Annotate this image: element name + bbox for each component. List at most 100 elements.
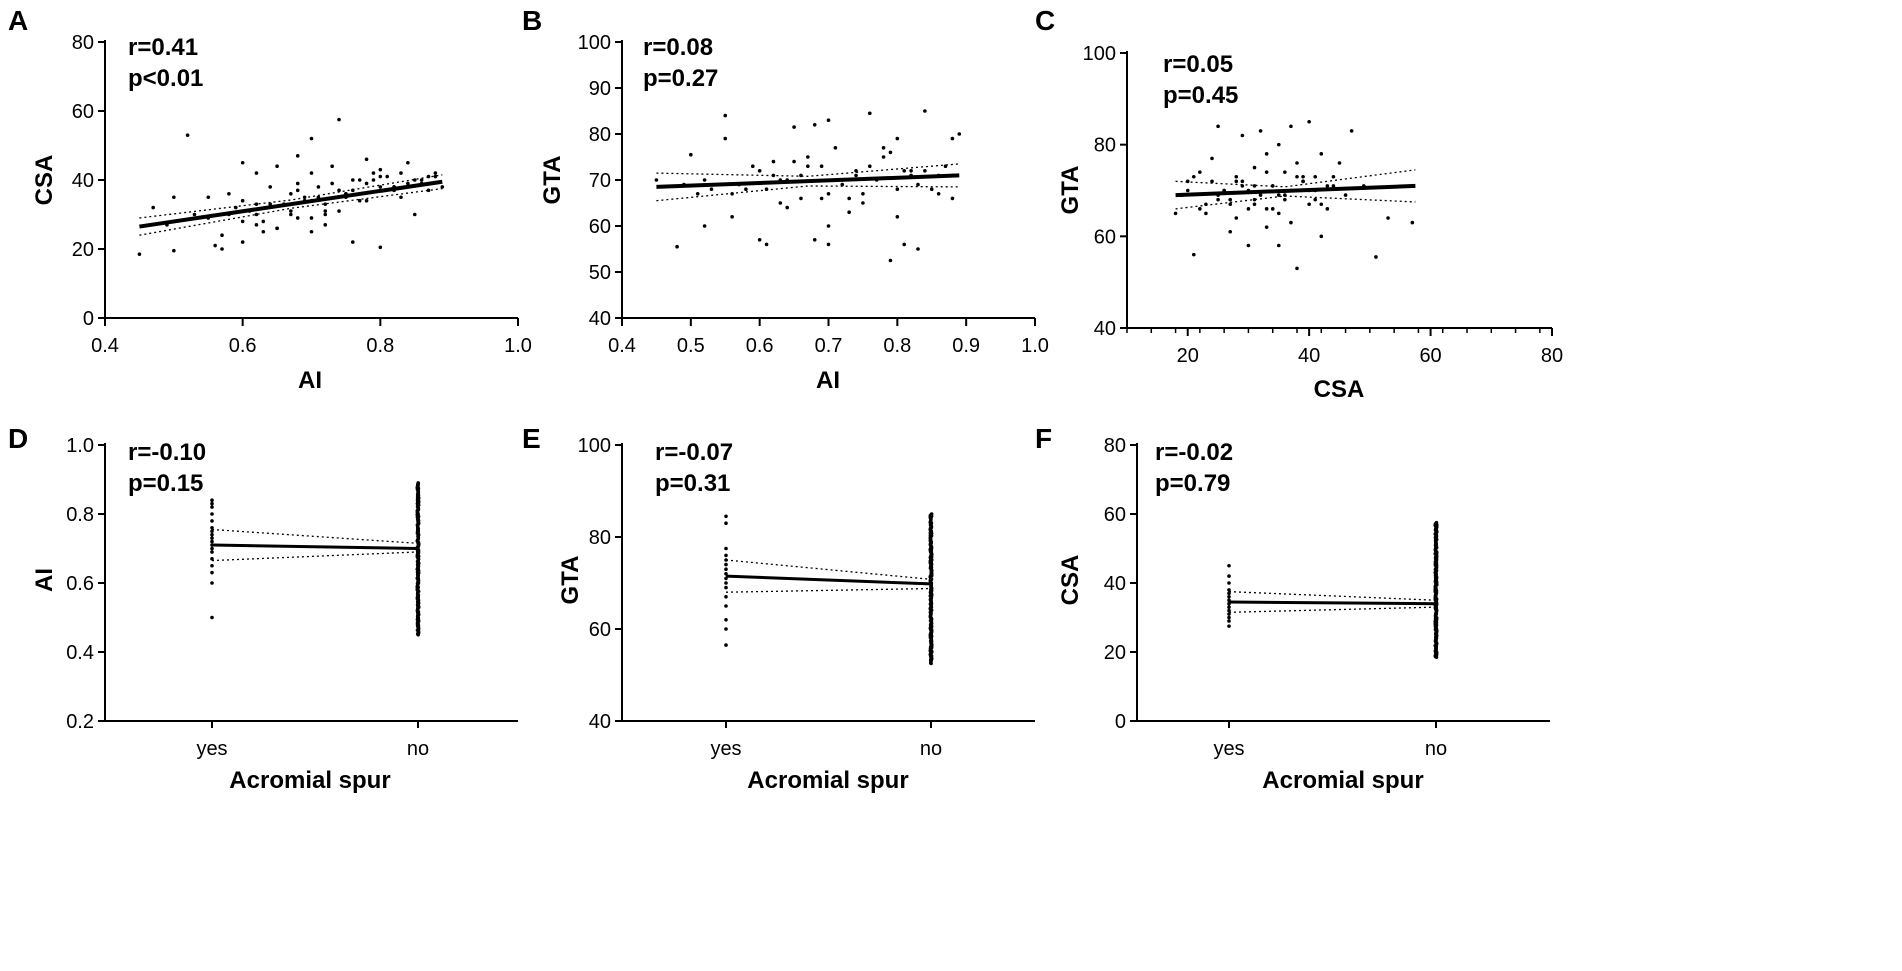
data-point	[254, 171, 259, 175]
y-tick-label: 100	[578, 32, 611, 54]
data-point	[416, 481, 420, 485]
y-tick-label: 70	[589, 170, 611, 192]
data-point	[213, 243, 217, 248]
data-point	[1227, 615, 1231, 620]
data-point	[826, 224, 831, 228]
data-point	[1283, 170, 1287, 174]
data-point	[861, 192, 865, 196]
data-point	[724, 604, 728, 608]
data-point	[1307, 202, 1311, 207]
ci-lower-line	[725, 587, 932, 593]
data-point	[1252, 202, 1257, 207]
regression-line	[656, 173, 960, 189]
data-point	[254, 202, 259, 206]
data-point	[316, 185, 321, 189]
data-point	[1227, 619, 1231, 623]
data-point	[289, 209, 293, 213]
x-tick-label: 1.0	[504, 335, 532, 357]
p-value: p<0.01	[128, 65, 203, 92]
data-point	[1198, 207, 1202, 211]
data-point	[289, 192, 293, 196]
data-point	[709, 187, 714, 191]
ci-upper-line	[1228, 590, 1437, 601]
regression-line	[725, 574, 932, 586]
data-point	[268, 185, 273, 189]
data-point	[819, 196, 824, 201]
data-point	[730, 215, 734, 219]
data-point	[1337, 161, 1342, 165]
data-point	[724, 585, 728, 590]
data-point	[1252, 197, 1257, 202]
x-tick-label: 1.0	[1021, 335, 1049, 357]
data-point	[210, 501, 214, 506]
y-tick-label: 60	[1094, 226, 1116, 248]
x-tick-label: 0.6	[746, 335, 774, 357]
ci-upper-line	[139, 174, 443, 219]
data-point	[220, 233, 224, 237]
data-point	[1264, 152, 1269, 156]
data-point	[1216, 124, 1220, 129]
data-point	[792, 125, 796, 129]
data-point	[268, 202, 273, 206]
data-point	[185, 133, 190, 137]
data-point	[724, 521, 728, 525]
data-point	[1227, 605, 1231, 609]
data-point	[1191, 174, 1196, 179]
data-point	[854, 173, 858, 178]
y-tick-label: 20	[1104, 642, 1126, 664]
x-axis-title: Acromial spur	[1262, 767, 1423, 794]
data-point	[137, 252, 142, 256]
data-point	[847, 210, 851, 214]
data-point	[357, 198, 362, 203]
data-point	[406, 160, 410, 165]
data-point	[888, 258, 893, 263]
data-point	[1331, 184, 1336, 188]
data-point	[895, 187, 900, 191]
y-tick-label: 80	[589, 124, 611, 146]
data-point	[1227, 608, 1231, 613]
data-point	[295, 154, 300, 158]
data-point	[1258, 129, 1263, 133]
data-point	[1307, 119, 1311, 124]
data-point	[371, 178, 376, 182]
x-tick-label: 0.4	[608, 335, 636, 357]
data-point	[833, 146, 838, 150]
data-point	[929, 512, 934, 516]
x-tick-label: 20	[1177, 345, 1199, 367]
panel-letter: D	[8, 423, 28, 454]
data-point	[771, 159, 776, 164]
data-point	[923, 109, 927, 113]
data-point	[337, 117, 341, 122]
regression-line	[1175, 183, 1416, 198]
data-point	[210, 505, 214, 509]
data-point	[950, 196, 955, 201]
data-point	[936, 192, 941, 196]
data-point	[192, 212, 197, 217]
data-point	[419, 178, 424, 182]
data-point	[723, 136, 728, 141]
data-point	[254, 212, 259, 217]
data-point	[1276, 211, 1281, 216]
data-point	[702, 178, 707, 182]
data-point	[309, 216, 314, 220]
data-point	[957, 132, 962, 136]
data-point	[757, 238, 762, 242]
data-point	[847, 196, 851, 201]
x-tick-label: 0.6	[229, 335, 257, 357]
data-points	[724, 512, 934, 666]
y-tick-label: 80	[589, 527, 611, 549]
data-point	[1374, 255, 1378, 259]
data-point	[888, 150, 893, 155]
data-point	[309, 136, 314, 141]
data-point	[750, 164, 755, 168]
data-point	[1264, 170, 1269, 174]
data-point	[1258, 193, 1263, 197]
data-point	[1246, 207, 1251, 211]
data-point	[1410, 220, 1415, 225]
data-point	[323, 202, 328, 206]
data-point	[261, 229, 266, 234]
y-tick-label: 0	[1115, 711, 1126, 733]
y-tick-label: 60	[1104, 504, 1126, 526]
